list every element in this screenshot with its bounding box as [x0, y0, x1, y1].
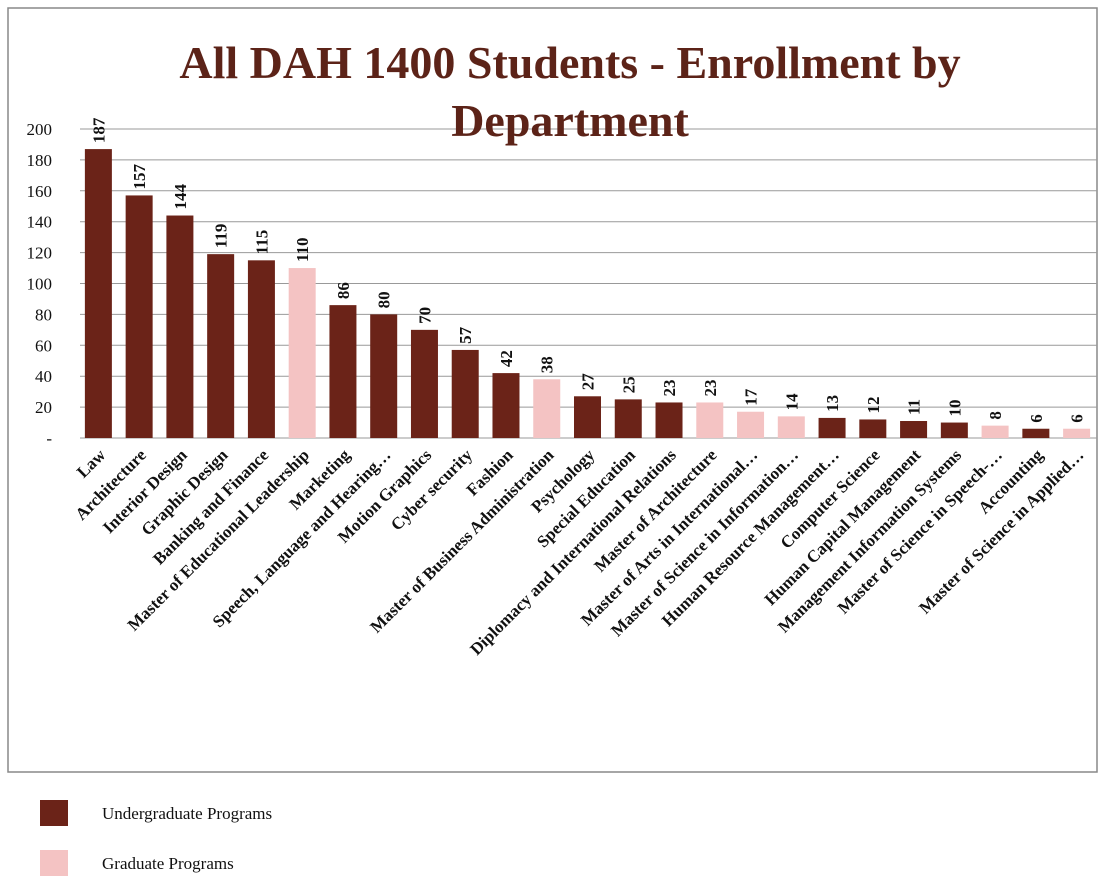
bar	[84, 149, 112, 438]
bar	[410, 329, 438, 438]
value-label: 12	[864, 396, 883, 413]
x-tick-label: Law	[73, 445, 110, 482]
y-tick-label: 100	[27, 275, 53, 294]
bar	[574, 396, 601, 438]
chart-title: All DAH 1400 Students - Enrollment by De…	[179, 37, 961, 146]
value-label: 144	[171, 184, 190, 210]
value-label: 23	[660, 379, 679, 396]
bar	[859, 419, 887, 438]
value-label: 6	[1068, 414, 1087, 423]
value-label: 115	[252, 230, 271, 255]
bar	[1022, 428, 1050, 438]
y-tick-label: 40	[35, 367, 52, 386]
value-label: 6	[1027, 414, 1046, 423]
value-label: 14	[782, 393, 801, 411]
legend-swatch	[40, 800, 68, 826]
value-label: 187	[89, 117, 108, 143]
value-label: 8	[986, 411, 1005, 420]
chart-frame	[7, 7, 1098, 773]
bar	[940, 422, 968, 438]
value-label: 11	[905, 399, 924, 415]
legend-swatch	[40, 850, 68, 876]
y-tick-label: 200	[27, 120, 53, 139]
bar	[288, 268, 316, 438]
bar	[370, 314, 398, 438]
legend-label: Graduate Programs	[102, 854, 234, 873]
value-label: 80	[375, 291, 394, 308]
bar	[777, 416, 805, 438]
bar	[900, 421, 928, 438]
bar	[655, 402, 683, 438]
value-label: 70	[415, 307, 434, 324]
bar	[1063, 428, 1091, 438]
bar	[125, 195, 153, 438]
value-label: 25	[619, 376, 638, 393]
y-tick-label: 20	[35, 398, 52, 417]
y-tick-label: -	[46, 429, 52, 448]
value-label: 38	[538, 356, 557, 373]
bar	[451, 349, 479, 438]
bar	[981, 425, 1009, 438]
value-label: 27	[579, 373, 598, 391]
y-tick-label: 180	[27, 151, 53, 170]
value-label: 157	[130, 163, 149, 189]
legend-label: Undergraduate Programs	[102, 804, 272, 823]
value-label: 17	[742, 388, 761, 406]
y-tick-label: 120	[27, 244, 53, 263]
bar	[247, 260, 275, 438]
value-label: 10	[945, 400, 964, 417]
value-label: 42	[497, 350, 516, 367]
y-tick-label: 160	[27, 182, 53, 201]
bar	[166, 215, 194, 438]
bar	[533, 379, 561, 438]
value-label: 110	[293, 237, 312, 262]
value-label: 119	[212, 224, 231, 249]
bar	[696, 402, 724, 438]
bar	[818, 417, 846, 438]
bar	[492, 373, 520, 438]
bar	[614, 399, 642, 438]
bar	[329, 305, 357, 438]
value-label: 23	[701, 379, 720, 396]
value-label: 57	[456, 326, 475, 344]
bar	[737, 411, 765, 438]
value-label: 13	[823, 395, 842, 412]
y-tick-label: 80	[35, 305, 52, 324]
y-tick-label: 60	[35, 336, 52, 355]
bar	[207, 254, 235, 438]
y-tick-label: 140	[27, 213, 53, 232]
value-label: 86	[334, 282, 353, 299]
